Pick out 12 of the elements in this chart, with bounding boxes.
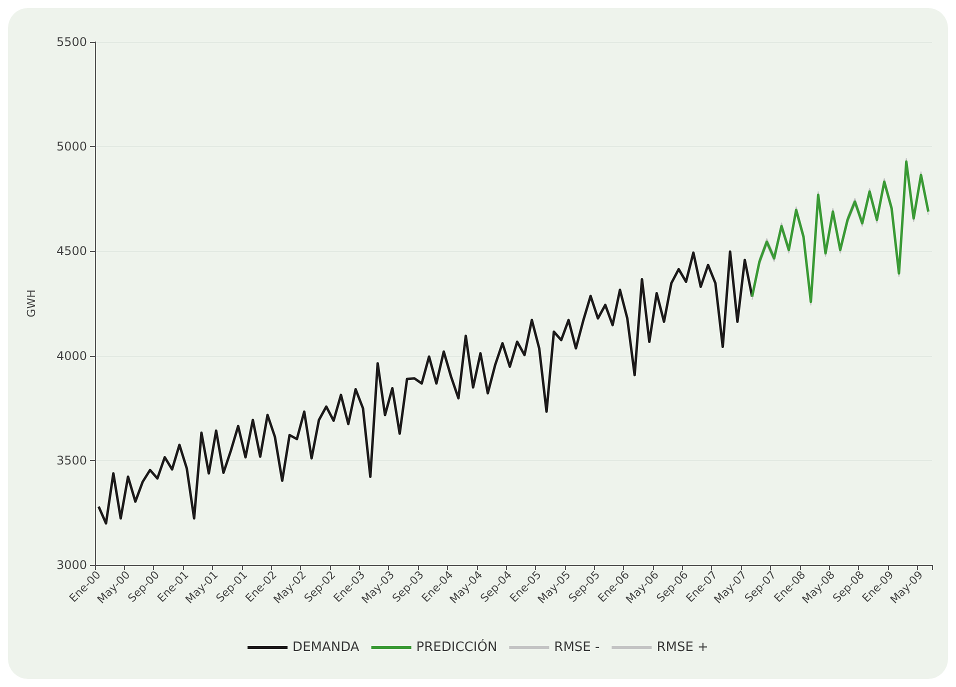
y-tick-label: 5000 [56,140,87,154]
y-tick-label: 3500 [56,453,87,468]
y-axis-title: GWH [25,290,38,318]
legend-label: RMSE - [554,640,600,655]
y-tick-label: 3000 [56,558,87,572]
legend-label: DEMANDA [292,640,360,655]
legend-label: RMSE + [656,640,708,655]
line-series [97,250,754,525]
legend-label: PREDICCIÓN [416,638,498,655]
y-tick-label: 5500 [56,35,87,49]
y-tick-label: 4500 [56,244,87,258]
y-tick-label: 4000 [56,348,87,363]
